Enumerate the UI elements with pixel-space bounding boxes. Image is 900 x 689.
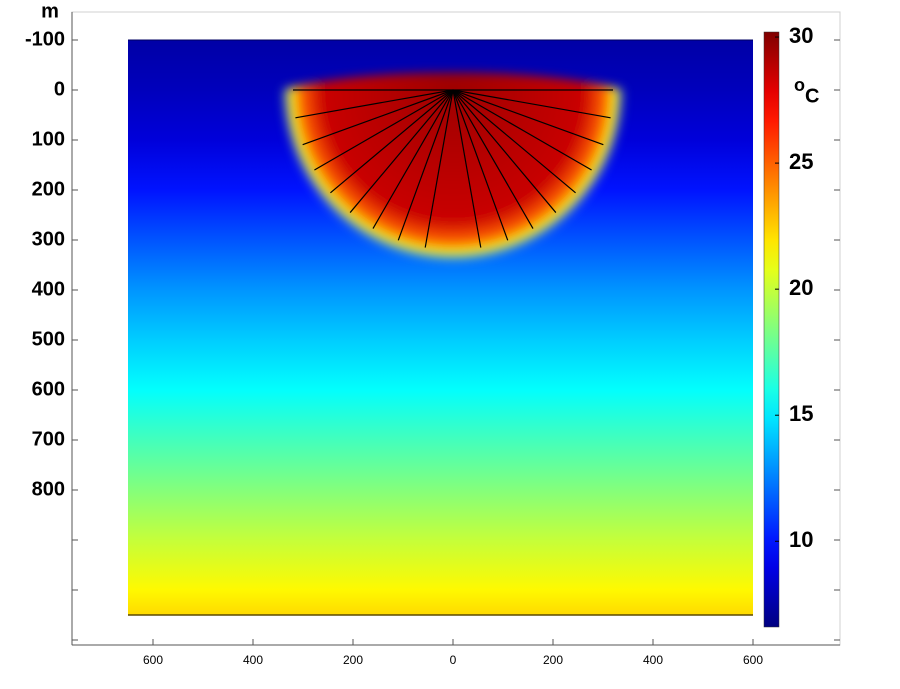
y-tick-label: 200 — [32, 178, 65, 200]
borehole — [397, 89, 454, 241]
colorbar-tick-label: 15 — [789, 401, 813, 426]
borehole — [314, 89, 454, 171]
borehole — [302, 89, 454, 146]
y-tick-label: 300 — [32, 228, 65, 250]
y-tick-label: 800 — [32, 478, 65, 500]
y-tick-label: 400 — [32, 278, 65, 300]
x-tick-label: 600 — [743, 653, 763, 667]
x-tick-label: 200 — [343, 653, 363, 667]
colorbar — [763, 31, 780, 628]
y-axis-label: m — [41, 0, 59, 22]
borehole — [330, 89, 454, 194]
colorbar-tick-label: 30 — [789, 23, 813, 48]
borehole — [452, 89, 604, 146]
colorbar-tick-label: 25 — [789, 149, 813, 174]
borehole — [452, 89, 509, 241]
borehole — [452, 89, 592, 171]
y-tick-label: 100 — [32, 128, 65, 150]
y-tick-label: 500 — [32, 328, 65, 350]
colorbar-unit: C — [805, 85, 819, 107]
x-tick-label: 600 — [143, 653, 163, 667]
heat-group — [280, 72, 626, 263]
borehole — [424, 89, 454, 248]
borehole — [452, 89, 534, 229]
borehole — [452, 89, 576, 194]
borehole — [295, 89, 454, 119]
colorbar-tick-label: 10 — [789, 527, 813, 552]
x-tick-label: 200 — [543, 653, 563, 667]
borehole — [452, 89, 611, 119]
borehole — [452, 89, 557, 213]
y-tick-label: -100 — [25, 28, 65, 50]
borehole — [349, 89, 454, 213]
y-tick-label: 600 — [32, 378, 65, 400]
borehole — [452, 89, 482, 248]
colorbar-unit-superscript: o — [794, 75, 805, 95]
x-tick-label: 400 — [243, 653, 263, 667]
colorbar-tick-label: 20 — [789, 275, 813, 300]
x-tick-label: 400 — [643, 653, 663, 667]
borehole — [372, 89, 454, 229]
y-tick-label: 0 — [54, 78, 65, 100]
heated-zone — [280, 72, 626, 263]
x-tick-label: 0 — [450, 653, 457, 667]
y-tick-label: 700 — [32, 428, 65, 450]
